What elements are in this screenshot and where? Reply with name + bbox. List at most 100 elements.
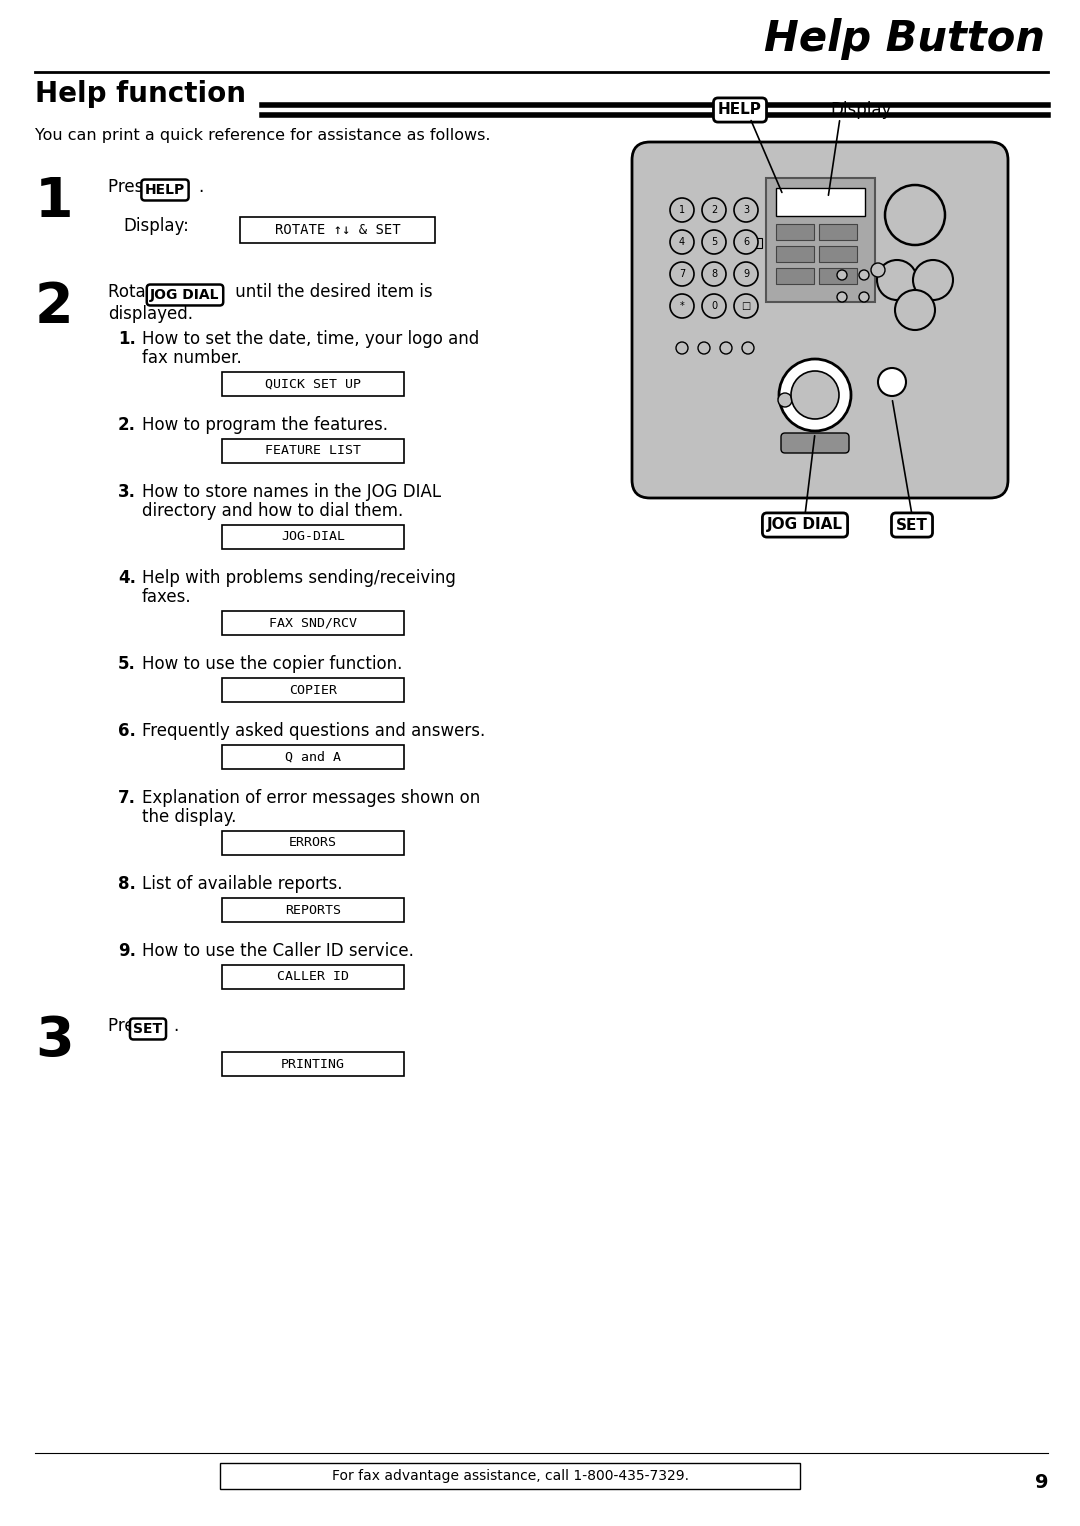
FancyBboxPatch shape: [781, 433, 849, 453]
Bar: [777, 269, 814, 284]
Text: 9: 9: [1035, 1473, 1048, 1492]
Text: Display: Display: [831, 101, 891, 119]
Circle shape: [734, 262, 758, 285]
Text: faxes.: faxes.: [141, 588, 191, 606]
Text: Press: Press: [108, 1016, 158, 1035]
Circle shape: [778, 394, 792, 407]
Text: 7: 7: [679, 269, 685, 279]
Bar: [222, 678, 404, 702]
Circle shape: [859, 270, 869, 279]
Text: the display.: the display.: [141, 807, 237, 826]
Circle shape: [895, 290, 935, 330]
Circle shape: [720, 342, 732, 354]
Circle shape: [702, 295, 726, 317]
Bar: [222, 1051, 404, 1076]
Text: until the desired item is: until the desired item is: [230, 282, 433, 301]
Text: JOG DIAL: JOG DIAL: [150, 288, 219, 302]
Text: 8.: 8.: [118, 874, 136, 893]
Text: 9.: 9.: [118, 942, 136, 960]
Text: 6.: 6.: [118, 722, 136, 740]
Bar: [222, 745, 404, 769]
Text: Q and A: Q and A: [285, 751, 341, 763]
Text: ERRORS: ERRORS: [289, 836, 337, 850]
Text: 2: 2: [711, 204, 717, 215]
Circle shape: [734, 295, 758, 317]
Bar: [750, 238, 762, 249]
Text: 9: 9: [743, 269, 750, 279]
Bar: [220, 1463, 800, 1489]
Circle shape: [702, 230, 726, 253]
Bar: [222, 964, 404, 989]
Text: 7.: 7.: [118, 789, 136, 807]
Circle shape: [791, 371, 839, 420]
Text: 1: 1: [679, 204, 685, 215]
Circle shape: [877, 259, 917, 301]
Bar: [222, 525, 404, 549]
Text: How to store names in the JOG DIAL: How to store names in the JOG DIAL: [141, 484, 441, 501]
Bar: [777, 188, 865, 217]
Text: 6: 6: [743, 237, 750, 247]
Text: How to use the copier function.: How to use the copier function.: [141, 655, 403, 673]
Bar: [777, 224, 814, 240]
Bar: [222, 897, 404, 922]
Text: HELP: HELP: [145, 183, 185, 197]
Text: REPORTS: REPORTS: [285, 903, 341, 917]
Circle shape: [734, 230, 758, 253]
Circle shape: [859, 291, 869, 302]
Text: How to program the features.: How to program the features.: [141, 417, 388, 433]
Text: Explanation of error messages shown on: Explanation of error messages shown on: [141, 789, 481, 807]
Text: fax number.: fax number.: [141, 349, 242, 366]
Circle shape: [913, 259, 953, 301]
Bar: [819, 269, 858, 284]
Text: You can print a quick reference for assistance as follows.: You can print a quick reference for assi…: [35, 128, 490, 143]
Text: 3.: 3.: [118, 484, 136, 501]
Circle shape: [742, 342, 754, 354]
Text: 2.: 2.: [118, 417, 136, 433]
Circle shape: [870, 262, 885, 278]
Text: How to use the Caller ID service.: How to use the Caller ID service.: [141, 942, 414, 960]
Bar: [819, 224, 858, 240]
FancyBboxPatch shape: [766, 179, 875, 302]
Text: .: .: [173, 1016, 178, 1035]
Text: Help with problems sending/receiving: Help with problems sending/receiving: [141, 569, 456, 588]
Text: JOG-DIAL: JOG-DIAL: [281, 531, 345, 543]
Text: *: *: [679, 301, 685, 311]
Circle shape: [702, 198, 726, 221]
Text: 4.: 4.: [118, 569, 136, 588]
Text: Help function: Help function: [35, 79, 246, 108]
Text: How to set the date, time, your logo and: How to set the date, time, your logo and: [141, 330, 480, 348]
Text: HELP: HELP: [718, 102, 761, 118]
Text: 5: 5: [711, 237, 717, 247]
Text: Help Button: Help Button: [764, 18, 1045, 60]
Text: 3: 3: [35, 1013, 73, 1068]
Text: JOG DIAL: JOG DIAL: [767, 517, 843, 533]
Bar: [222, 610, 404, 635]
Text: 5.: 5.: [118, 655, 136, 673]
Text: 0: 0: [711, 301, 717, 311]
Text: displayed.: displayed.: [108, 305, 193, 324]
Text: CALLER ID: CALLER ID: [276, 971, 349, 983]
Bar: [777, 246, 814, 262]
Text: .: .: [198, 179, 203, 195]
Bar: [222, 832, 404, 855]
Text: COPIER: COPIER: [289, 684, 337, 696]
Text: directory and how to dial them.: directory and how to dial them.: [141, 502, 403, 520]
Text: Press: Press: [108, 179, 158, 195]
Bar: [819, 246, 858, 262]
Text: For fax advantage assistance, call 1-800-435-7329.: For fax advantage assistance, call 1-800…: [332, 1470, 689, 1483]
Circle shape: [734, 198, 758, 221]
Text: List of available reports.: List of available reports.: [141, 874, 342, 893]
Text: ROTATE ↑↓ & SET: ROTATE ↑↓ & SET: [274, 223, 401, 237]
Text: 2: 2: [35, 279, 73, 334]
Circle shape: [702, 262, 726, 285]
Text: FAX SND/RCV: FAX SND/RCV: [269, 617, 357, 630]
Circle shape: [837, 291, 847, 302]
Circle shape: [837, 270, 847, 279]
Circle shape: [670, 198, 694, 221]
Circle shape: [885, 185, 945, 246]
Bar: [222, 439, 404, 462]
Text: SET: SET: [896, 517, 928, 533]
Text: Frequently asked questions and answers.: Frequently asked questions and answers.: [141, 722, 485, 740]
Circle shape: [779, 359, 851, 430]
Text: Display:: Display:: [123, 217, 189, 235]
